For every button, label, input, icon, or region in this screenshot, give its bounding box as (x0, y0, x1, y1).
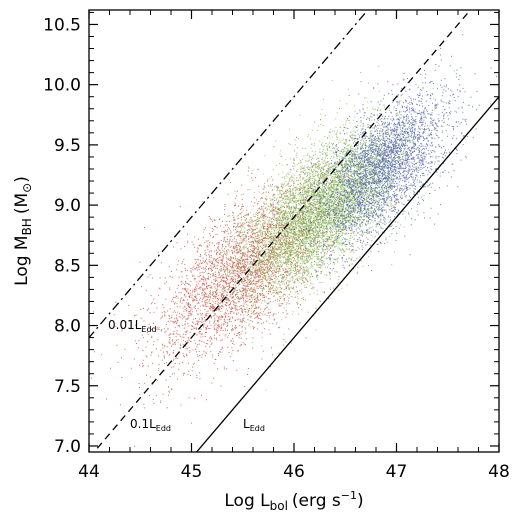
annotation-solid: LEdd (243, 417, 265, 433)
data-points (89, 34, 497, 447)
series-1-points (163, 65, 470, 391)
y-tick-label: 10.0 (43, 76, 81, 96)
x-tick-label: 45 (181, 462, 203, 482)
tick-labels: 44 45 46 47 48 7.0 7.5 8.0 8.5 9.0 9.5 10.0 10.5 (43, 15, 510, 482)
y-tick-label: 8.5 (54, 256, 81, 276)
annotation-dashed: 0.1LEdd (130, 417, 171, 433)
line-solid (195, 95, 499, 452)
x-axis-title: Log Lbol (erg s−1) (224, 489, 363, 513)
line-dashed (93, 10, 472, 452)
y-tick-label: 8.0 (54, 317, 81, 337)
annotation-dashdot: 0.01LEdd (108, 318, 157, 334)
x-tick-label: 47 (386, 462, 408, 482)
y-tick-label: 9.5 (54, 136, 81, 156)
series-0-markers (89, 107, 392, 447)
axis-ticks (88, 10, 500, 452)
line-annotations: 0.01LEdd 0.1LEdd LEdd (108, 318, 265, 433)
x-tick-label: 48 (488, 462, 510, 482)
y-tick-label: 9.0 (54, 196, 81, 216)
x-tick-label: 44 (78, 462, 100, 482)
y-tick-label: 7.0 (54, 437, 81, 457)
y-tick-label: 7.5 (54, 377, 81, 397)
series-0-points (89, 107, 392, 447)
line-dashdot (89, 10, 369, 339)
y-axis-title: Log MBH(M⊙) (12, 176, 34, 286)
x-tick-label: 46 (283, 462, 305, 482)
y-tick-label: 10.5 (43, 15, 81, 35)
series-1-markers (163, 65, 470, 391)
